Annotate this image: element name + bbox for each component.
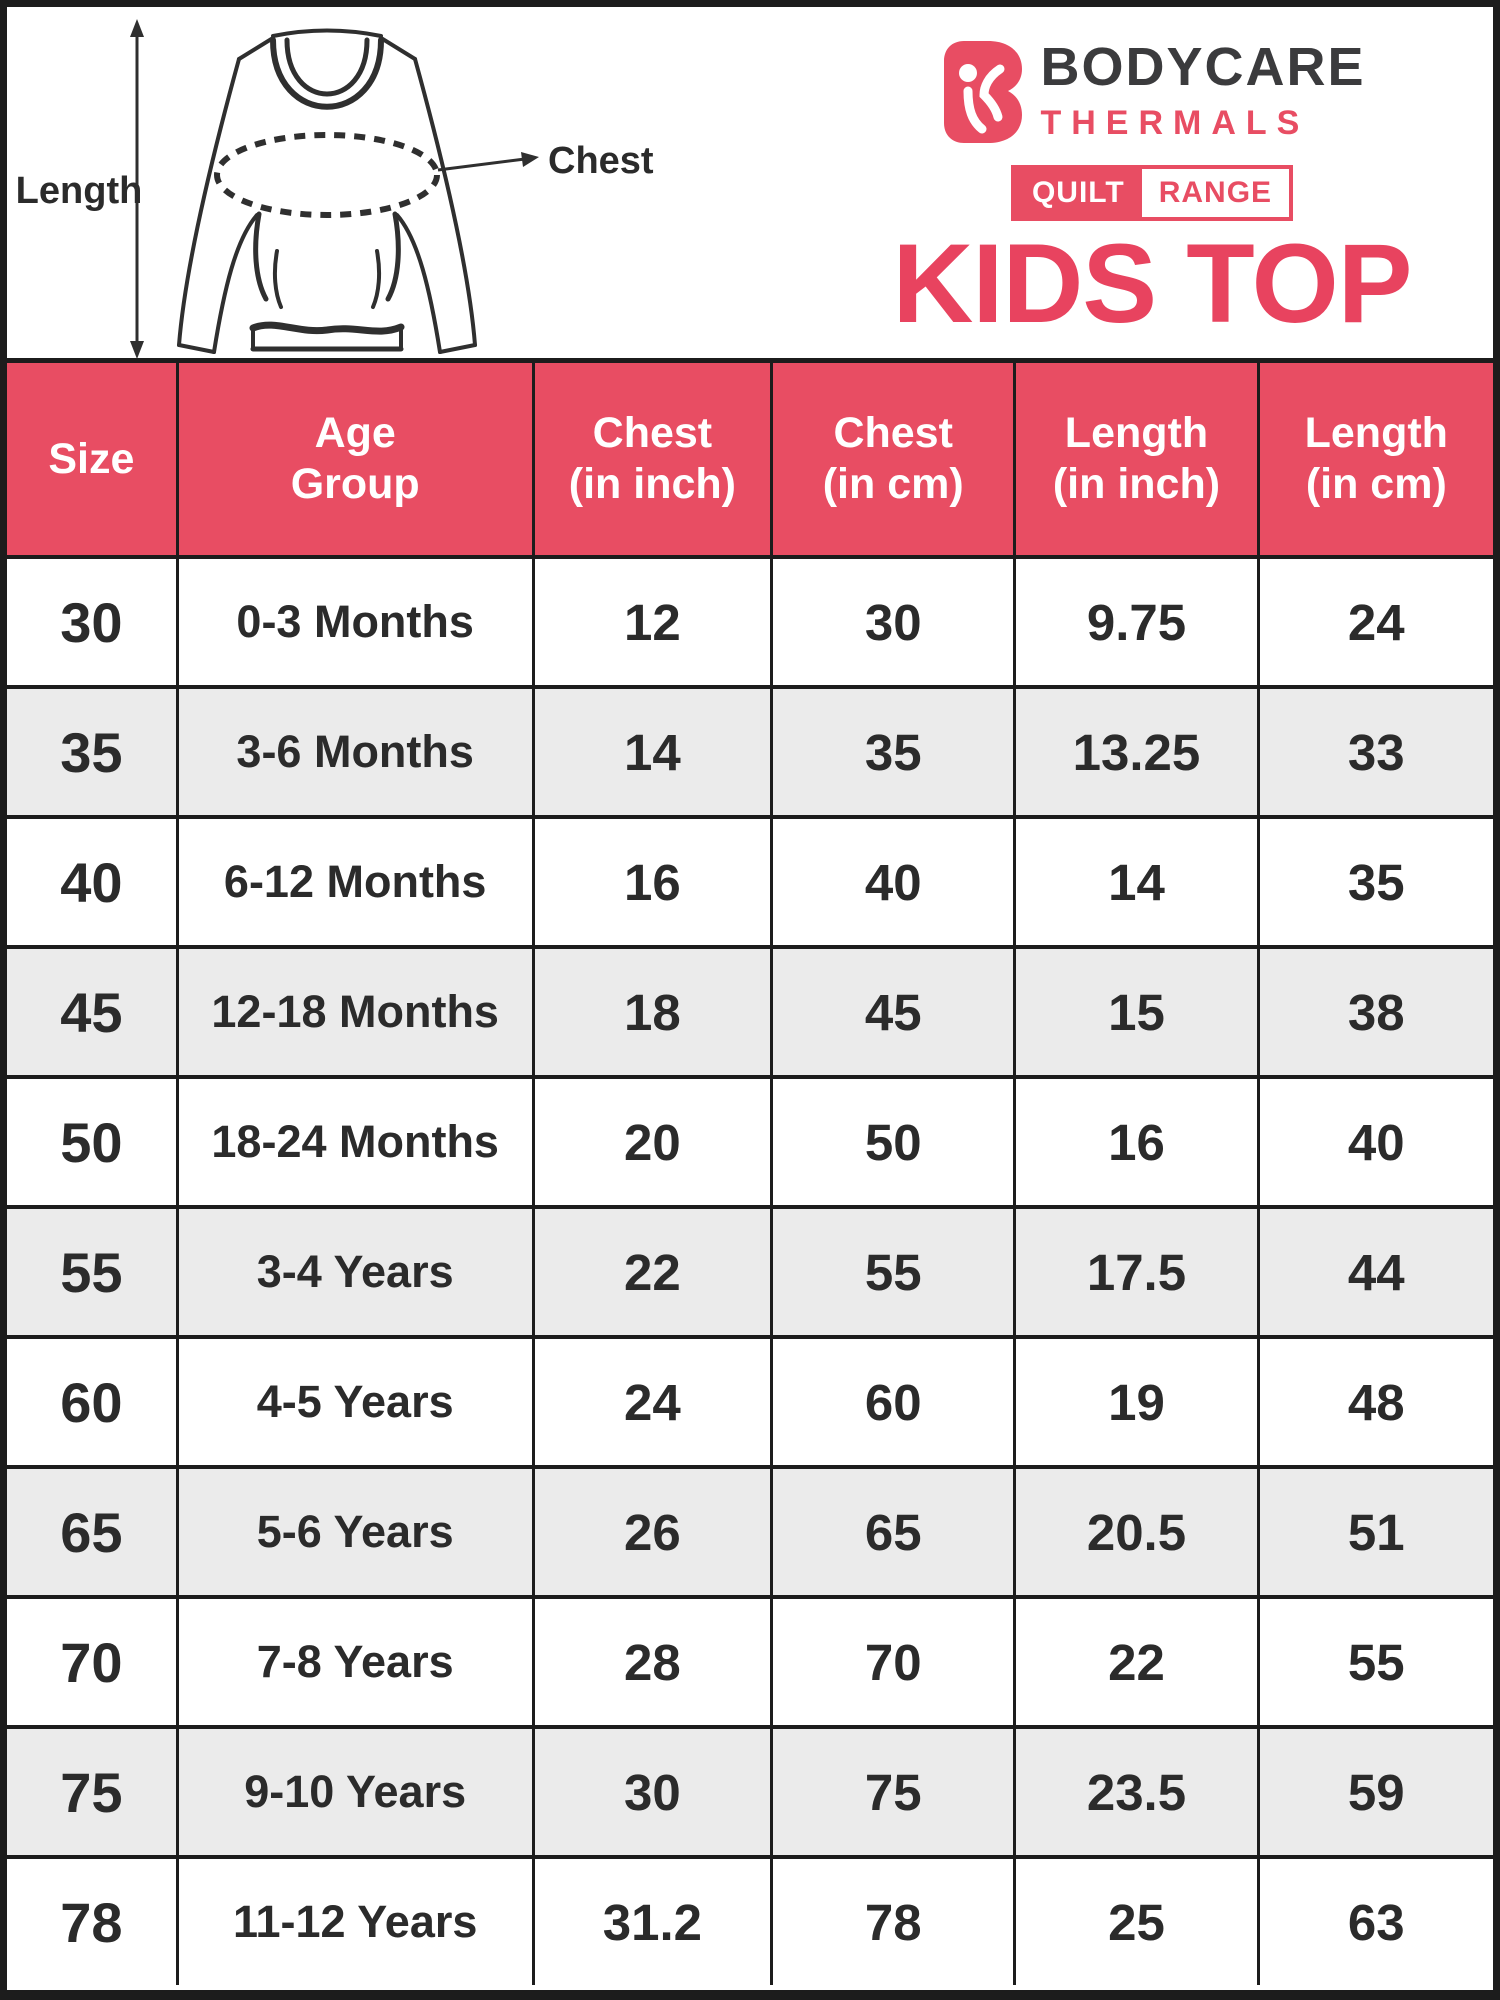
column-header-length-cm: Length (in cm) (1259, 363, 1493, 555)
table-cell: 9.75 (1016, 559, 1257, 685)
table-cell: 18 (534, 949, 771, 1075)
table-cell: 60 (773, 1339, 1014, 1465)
table-cell: 35 (7, 689, 176, 815)
table-cell: 75 (773, 1729, 1014, 1855)
table-cell: 60 (7, 1339, 176, 1465)
table-cell: 24 (1259, 559, 1493, 685)
table-cell: 35 (1259, 819, 1493, 945)
table-cell: 78 (773, 1859, 1014, 1985)
table-cell: 22 (1016, 1599, 1257, 1725)
table-cell: 33 (1259, 689, 1493, 815)
table-cell: 4-5 Years (178, 1339, 532, 1465)
column-header-size: Size (7, 363, 176, 555)
table-cell: 20.5 (1016, 1469, 1257, 1595)
badge-quilt: QUILT (1014, 169, 1142, 217)
table-cell: 65 (773, 1469, 1014, 1595)
table-cell: 55 (1259, 1599, 1493, 1725)
table-cell: 55 (7, 1209, 176, 1335)
table-cell: 22 (534, 1209, 771, 1335)
table-cell: 5-6 Years (178, 1469, 532, 1595)
brand-wordmark: BODYCARE THERMALS (1040, 39, 1365, 143)
chest-measure-ellipse (214, 132, 440, 218)
table-cell: 65 (7, 1469, 176, 1595)
shirt-measurement-illustration: Length (16, 19, 654, 359)
length-arrow-icon (130, 19, 144, 359)
table-cell: 25 (1016, 1859, 1257, 1985)
table-cell: 50 (773, 1079, 1014, 1205)
size-chart-table: Size Age Group Chest (in inch) Chest (in cm… (7, 363, 1493, 1985)
table-cell: 13.25 (1016, 689, 1257, 815)
table-cell: 18-24 Months (178, 1079, 532, 1205)
table-cell: 3-4 Years (178, 1209, 532, 1335)
table-cell: 45 (7, 949, 176, 1075)
table-cell: 31.2 (534, 1859, 771, 1985)
table-cell: 28 (534, 1599, 771, 1725)
bodycare-monogram-icon (944, 41, 1023, 143)
table-cell: 70 (773, 1599, 1014, 1725)
table-cell: 24 (534, 1339, 771, 1465)
table-cell: 51 (1259, 1469, 1493, 1595)
column-header-age-group: Age Group (178, 363, 532, 555)
table-cell: 30 (773, 559, 1014, 685)
table-cell: 30 (534, 1729, 771, 1855)
column-header-length-inch: Length (in inch) (1016, 363, 1257, 555)
table-cell: 3-6 Months (178, 689, 532, 815)
chest-label: Chest (548, 140, 654, 182)
shirt-outline (177, 28, 477, 354)
brand-block: BODYCARE THERMALS QUILT RANGE KIDS TOP (862, 7, 1442, 346)
brand-name: BODYCARE (1040, 37, 1366, 97)
table-cell: 55 (773, 1209, 1014, 1335)
table-cell: 50 (7, 1079, 176, 1205)
table-cell: 40 (7, 819, 176, 945)
table-cell: 78 (7, 1859, 176, 1985)
brand-logo: BODYCARE THERMALS (862, 39, 1442, 145)
table-cell: 14 (1016, 819, 1257, 945)
table-cell: 59 (1259, 1729, 1493, 1855)
table-cell: 0-3 Months (178, 559, 532, 685)
badge-range: RANGE (1141, 169, 1290, 217)
table-cell: 23.5 (1016, 1729, 1257, 1855)
table-cell: 14 (534, 689, 771, 815)
table-cell: 9-10 Years (178, 1729, 532, 1855)
table-cell: 7-8 Years (178, 1599, 532, 1725)
table-cell: 44 (1259, 1209, 1493, 1335)
length-label: Length (16, 170, 143, 212)
page-title: KIDS TOP (892, 221, 1413, 346)
quilt-range-badge: QUILT RANGE (1010, 165, 1294, 221)
table-cell: 19 (1016, 1339, 1257, 1465)
table-cell: 70 (7, 1599, 176, 1725)
table-cell: 16 (534, 819, 771, 945)
table-cell: 12-18 Months (178, 949, 532, 1075)
table-cell: 15 (1016, 949, 1257, 1075)
table-cell: 38 (1259, 949, 1493, 1075)
table-cell: 40 (773, 819, 1014, 945)
column-header-chest-cm: Chest (in cm) (773, 363, 1014, 555)
table-cell: 17.5 (1016, 1209, 1257, 1335)
table-cell: 16 (1016, 1079, 1257, 1205)
table-cell: 63 (1259, 1859, 1493, 1985)
brand-subtitle: THERMALS (1040, 103, 1310, 142)
shirt-diagram: Length (7, 7, 697, 363)
column-header-chest-inch: Chest (in inch) (534, 363, 771, 555)
table-cell: 40 (1259, 1079, 1493, 1205)
table-cell: 30 (7, 559, 176, 685)
table-cell: 35 (773, 689, 1014, 815)
table-cell: 26 (534, 1469, 771, 1595)
header-section: Length (7, 7, 1493, 363)
table-cell: 45 (773, 949, 1014, 1075)
table-cell: 48 (1259, 1339, 1493, 1465)
table-cell: 6-12 Months (178, 819, 532, 945)
table-cell: 12 (534, 559, 771, 685)
table-cell: 11-12 Years (178, 1859, 532, 1985)
table-cell: 75 (7, 1729, 176, 1855)
table-cell: 20 (534, 1079, 771, 1205)
chest-arrow-icon (437, 152, 539, 172)
